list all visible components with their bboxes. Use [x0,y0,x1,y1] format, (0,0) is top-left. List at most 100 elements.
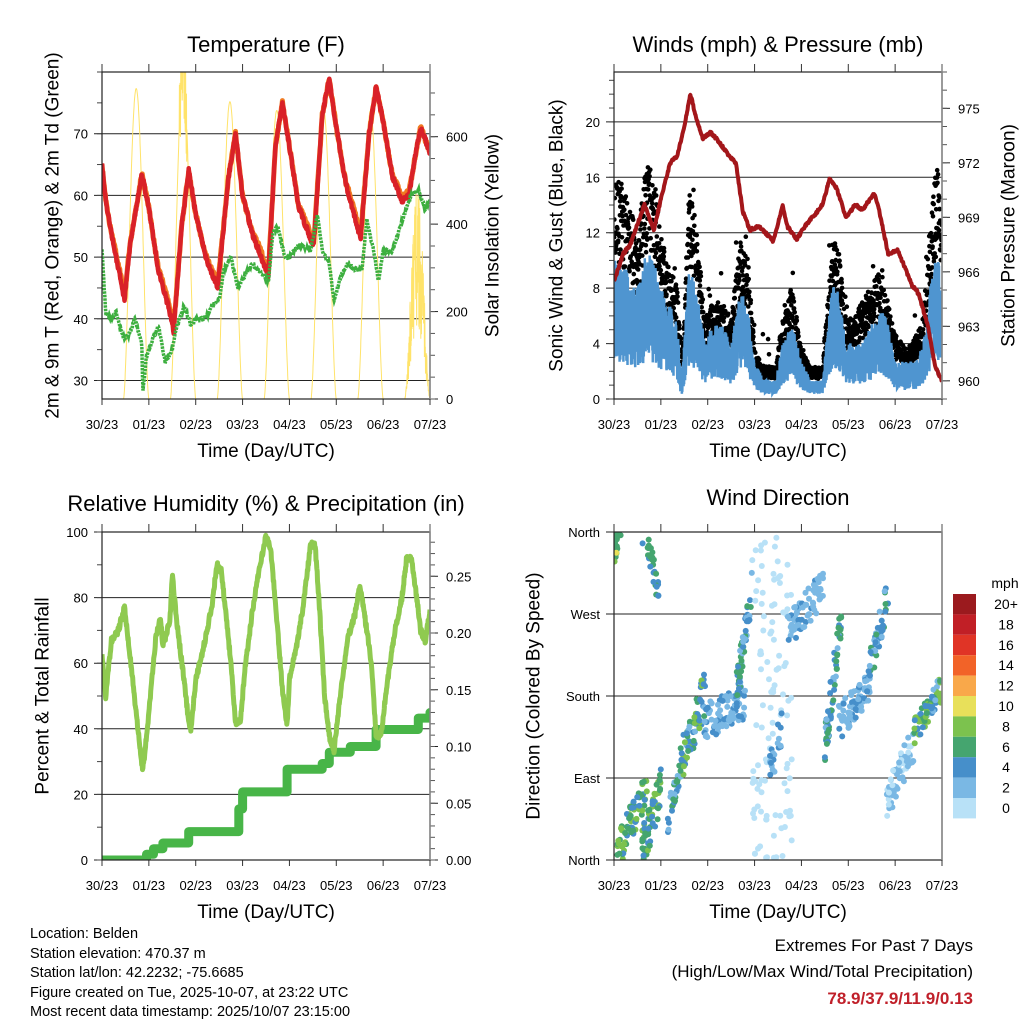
gust-point [746,276,751,282]
wind-direction-point [830,697,837,704]
legend-label: 16 [998,637,1014,653]
gust-point [658,267,664,273]
gust-point [931,201,936,207]
y-tick-label: North [568,525,600,540]
gust-point [673,282,679,288]
wind-direction-point [758,563,765,569]
gust-point [619,181,624,187]
wind-direction-point [760,627,767,634]
gust-point [666,264,671,270]
wind-direction-point [792,604,798,610]
gust-point [706,286,711,292]
gust-point [750,329,756,335]
gust-point [733,240,739,245]
wind-direction-point [807,617,814,624]
wind-direction-point [911,725,918,732]
wind-direction-point [773,854,780,860]
x-tick-label: 03/23 [738,878,771,893]
wind-direction-point [781,780,788,787]
legend-swatch [953,594,976,615]
wind-direction-point [618,825,624,832]
gust-point [843,314,848,319]
wind-direction-point [640,852,647,859]
wind-direction-point [633,815,640,822]
x-tick-label: 04/23 [273,417,306,432]
wind-direction-point [700,681,707,688]
y-tick-label: 4 [593,337,600,352]
y-tick-label: 100 [66,525,88,540]
wind-direction-point [855,696,862,703]
wind-direction-point [894,785,901,792]
wind-direction-point [650,578,657,585]
wind-direction-point [753,722,760,729]
gust-point [650,183,655,188]
y-tick-label: 20 [74,787,88,802]
wind-direction-point [839,733,846,740]
wind-direction-point [752,547,759,554]
y2-tick-label: 400 [446,217,468,232]
wind-direction-point [878,633,885,640]
wind-direction-point [769,730,776,737]
wind-direction-point [736,673,743,680]
gust-point [627,209,633,215]
legend-label: 20+ [994,596,1018,612]
wind-direction-point [806,595,812,602]
gust-point [721,319,726,324]
legend-swatch [953,675,976,696]
wind-direction-point [804,612,811,619]
x-tick-label: 01/23 [645,417,678,432]
gust-point [881,287,886,293]
wind-direction-point [770,570,777,577]
gust-point [794,318,800,324]
gust-point [737,278,742,283]
gust-point [656,241,662,246]
y-tick-label: West [571,607,601,622]
gust-point [751,334,756,340]
wind-direction-point [726,714,733,720]
gust-point [738,240,743,245]
gust-point [715,300,721,305]
gust-point [659,237,664,242]
gust-point [624,201,630,206]
y2-tick-label: 960 [958,374,980,389]
wind-direction-point [752,597,759,604]
wind-direction-point [823,716,830,723]
wind-direction-point [778,710,785,717]
wind-direction-point [773,534,780,541]
wind-direction-point [771,543,778,550]
wind-direction-point [712,717,719,724]
y2-tick-label: 0.20 [446,626,471,641]
wind-direction-point [681,739,688,746]
gust-point [689,204,695,209]
gust-point [877,300,882,306]
wind-direction-point [749,557,756,564]
gust-point [615,226,620,231]
wind-direction-point [793,634,799,641]
gust-point [731,308,737,314]
extremes-heading: Extremes For Past 7 Days [775,936,973,955]
wind-direction-point [865,697,872,704]
gust-point [661,249,667,255]
wind-direction-point [810,603,817,610]
wind-direction-point [833,658,840,665]
wind-direction-point [837,635,844,642]
x-axis-label: Time (Day/UTC) [709,441,847,462]
gust-point [687,193,692,198]
y-tick-label: 40 [74,722,88,737]
wind-direction-point [671,791,678,798]
wind-direction-point [664,815,671,822]
wind-direction-point [881,588,888,595]
gust-point [633,241,639,246]
gust-point [765,336,771,342]
gust-point [669,278,674,284]
gust-point [697,278,703,283]
gust-point [704,329,710,335]
info-elevation: Station elevation: 470.37 m [30,946,206,962]
wind-direction-point [879,625,886,632]
panel-1-plot-area [102,72,430,399]
wind-direction-point [625,825,632,832]
gust-point [930,244,935,249]
gust-point [643,242,649,248]
gust-point [835,269,840,275]
